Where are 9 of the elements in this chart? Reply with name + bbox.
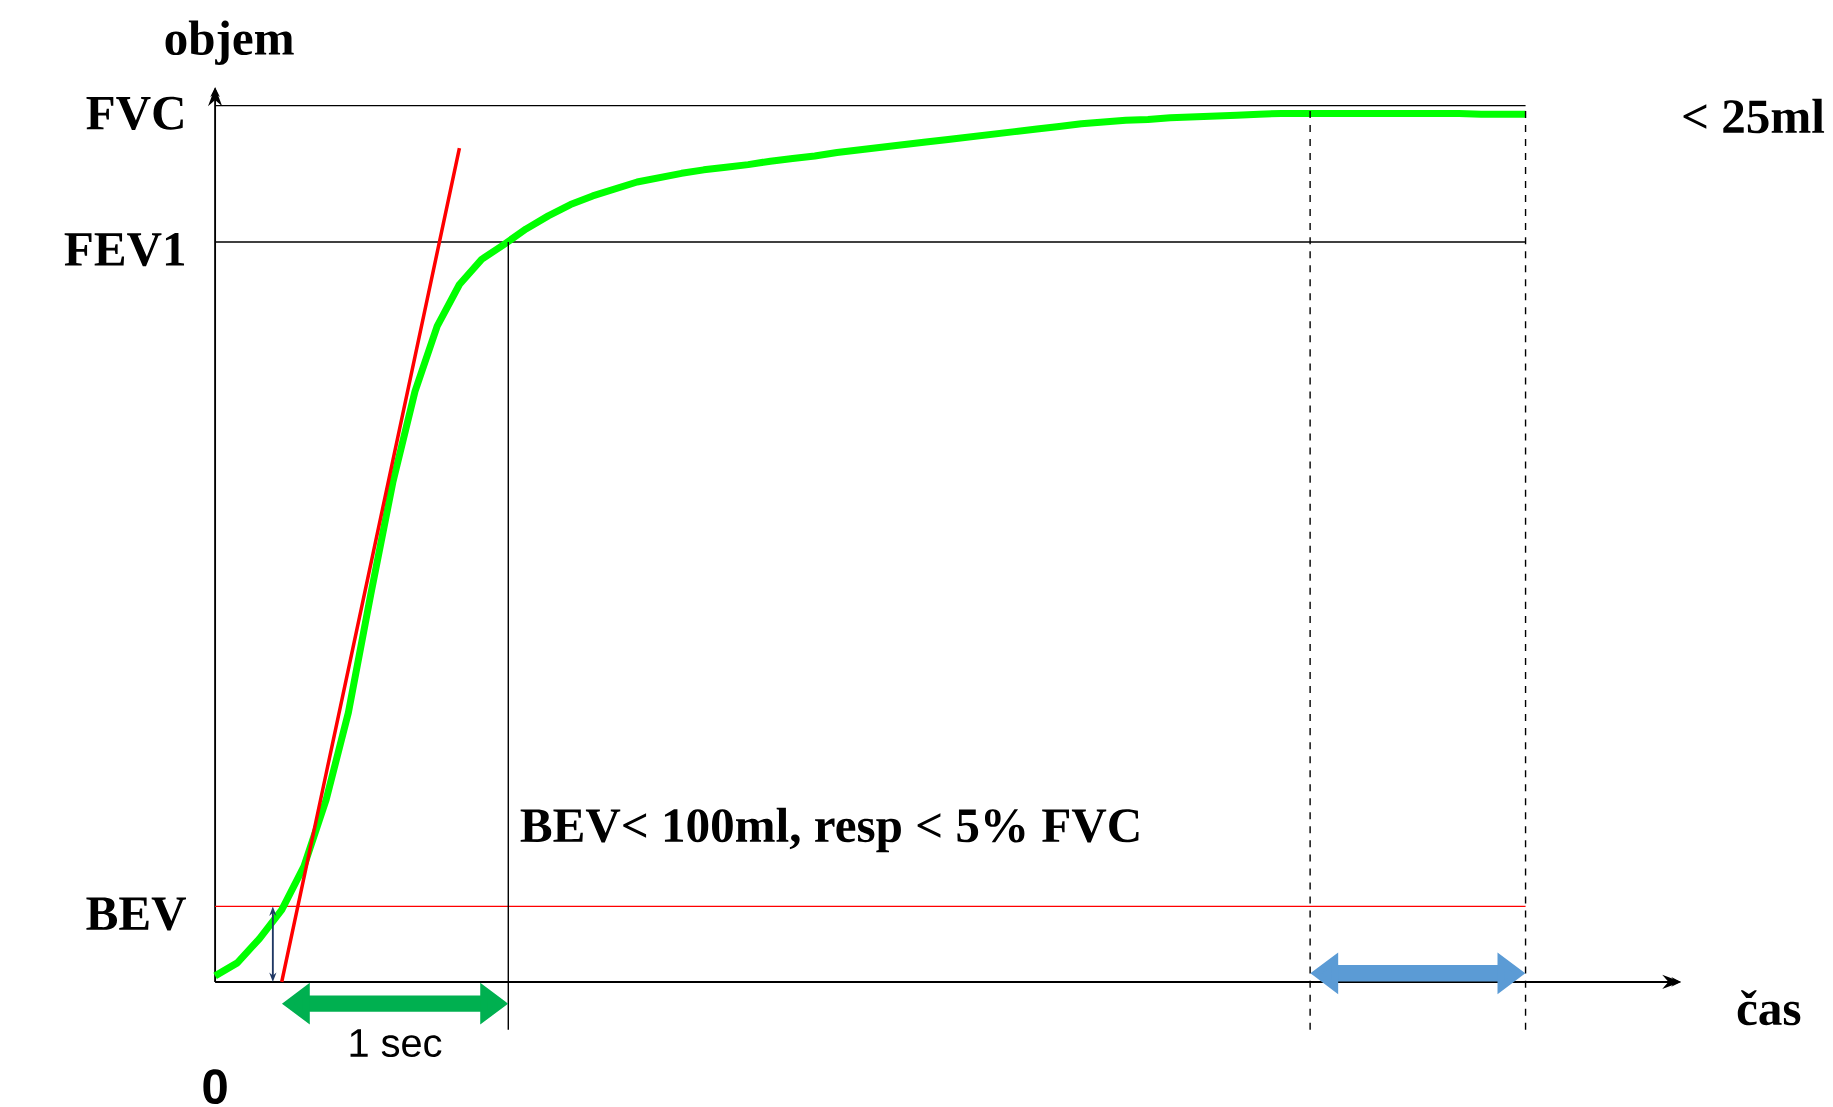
ref-line-label: FVC — [86, 96, 183, 130]
text: 1 sec — [350, 1029, 442, 1058]
text: < 25ml — [1683, 98, 1825, 134]
y-axis-title: objem — [165, 20, 294, 66]
x-axis-title: čas — [1737, 990, 1801, 1026]
ref-line-label: BEV — [86, 897, 187, 931]
ref-line-label: FEV1 — [64, 233, 185, 267]
text: 0 — [203, 1069, 227, 1105]
annotation: BEV< 100ml, resp < 5% FVC — [520, 807, 1139, 853]
